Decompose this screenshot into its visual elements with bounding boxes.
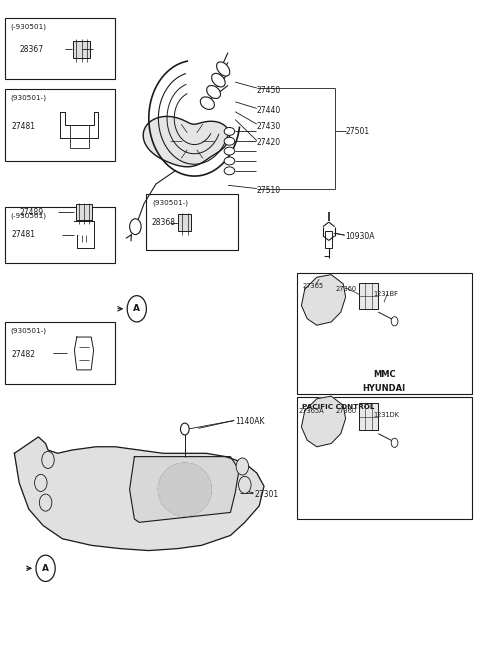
Text: 27450: 27450 xyxy=(257,85,281,95)
Bar xyxy=(359,283,378,309)
Ellipse shape xyxy=(224,137,235,145)
Text: 1140AK: 1140AK xyxy=(235,417,264,426)
Bar xyxy=(5,18,115,79)
Text: (930501-): (930501-) xyxy=(152,200,188,206)
Polygon shape xyxy=(14,437,264,551)
Circle shape xyxy=(239,476,251,493)
Bar xyxy=(359,403,378,430)
Text: 27481: 27481 xyxy=(12,230,36,239)
Ellipse shape xyxy=(224,167,235,175)
Text: 27501: 27501 xyxy=(346,127,370,136)
Text: 27360: 27360 xyxy=(336,286,357,292)
Polygon shape xyxy=(143,116,229,167)
Text: 27301: 27301 xyxy=(254,489,278,499)
Text: 27482: 27482 xyxy=(12,350,36,359)
Text: 27365A: 27365A xyxy=(299,407,324,414)
Bar xyxy=(297,397,472,519)
Circle shape xyxy=(127,296,146,322)
Text: 1231DK: 1231DK xyxy=(373,412,399,419)
Ellipse shape xyxy=(207,85,220,99)
Text: 28367: 28367 xyxy=(19,45,43,54)
Text: (-930501): (-930501) xyxy=(11,213,47,219)
Bar xyxy=(76,204,92,220)
Ellipse shape xyxy=(212,74,225,87)
Text: 27360: 27360 xyxy=(336,407,357,414)
Ellipse shape xyxy=(224,127,235,135)
Ellipse shape xyxy=(200,97,215,110)
Text: (-930501): (-930501) xyxy=(11,24,47,30)
Text: 1231BF: 1231BF xyxy=(373,290,398,297)
Circle shape xyxy=(36,555,55,581)
Circle shape xyxy=(35,474,47,491)
Circle shape xyxy=(39,494,52,511)
Text: 27489: 27489 xyxy=(19,208,43,217)
Text: A: A xyxy=(133,304,140,313)
Text: 27440: 27440 xyxy=(257,106,281,115)
Polygon shape xyxy=(130,457,239,522)
Circle shape xyxy=(391,317,398,326)
Circle shape xyxy=(391,438,398,447)
Circle shape xyxy=(180,423,189,435)
Polygon shape xyxy=(158,463,211,516)
Bar xyxy=(5,322,115,384)
Polygon shape xyxy=(301,396,346,447)
Ellipse shape xyxy=(216,62,230,76)
Ellipse shape xyxy=(224,157,235,165)
Text: (930501-): (930501-) xyxy=(11,95,47,101)
Circle shape xyxy=(130,219,141,235)
Text: HYUNDAI: HYUNDAI xyxy=(363,384,406,394)
Bar xyxy=(73,41,90,58)
Text: 27510: 27510 xyxy=(257,186,281,195)
Bar xyxy=(146,194,238,250)
Bar xyxy=(297,273,472,394)
Ellipse shape xyxy=(224,147,235,155)
Text: 27420: 27420 xyxy=(257,138,281,147)
Text: 27430: 27430 xyxy=(257,122,281,131)
Bar xyxy=(5,207,115,263)
Bar xyxy=(179,214,191,231)
Text: 28368: 28368 xyxy=(151,217,175,227)
Bar xyxy=(325,231,332,248)
Text: MMC: MMC xyxy=(373,370,396,379)
Text: (930501-): (930501-) xyxy=(11,328,47,334)
Text: A: A xyxy=(42,564,49,573)
Text: 10930A: 10930A xyxy=(346,232,375,241)
Text: 27481: 27481 xyxy=(12,122,36,131)
Circle shape xyxy=(236,458,249,475)
Bar xyxy=(5,89,115,161)
Text: 27365: 27365 xyxy=(302,283,324,289)
Text: PACIFIC CONTROL: PACIFIC CONTROL xyxy=(302,403,375,410)
Polygon shape xyxy=(301,275,346,325)
Circle shape xyxy=(42,451,54,468)
